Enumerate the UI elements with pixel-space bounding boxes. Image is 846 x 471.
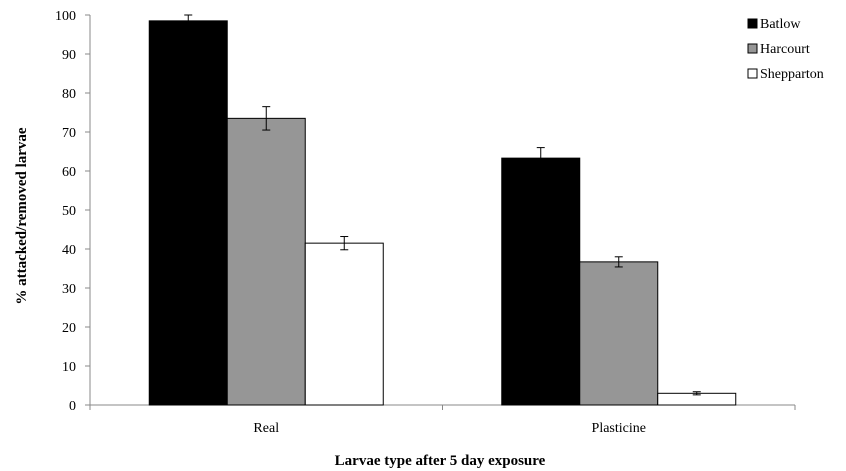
plot-area: 0 10 20 30 40 50 60 70 80 90 100 Real Plasticine: [55, 9, 796, 436]
bar: [501, 157, 581, 406]
legend-label: Batlow: [760, 17, 801, 32]
y-tick-label: 0: [69, 399, 76, 414]
y-tick-label: 90: [62, 48, 76, 63]
legend-label: Harcourt: [760, 42, 810, 57]
legend: Batlow Harcourt Shepparton: [747, 17, 824, 82]
legend-swatch: [747, 43, 758, 54]
legend-swatch: [747, 18, 758, 29]
bar: [579, 261, 659, 406]
bar: [226, 117, 306, 406]
y-tick-label: 40: [62, 243, 76, 258]
y-tick-label: 100: [55, 9, 76, 24]
legend-label: Shepparton: [760, 67, 824, 82]
legend-swatch: [747, 68, 758, 79]
y-axis-title: % attacked/removed larvae: [14, 127, 30, 305]
y-tick-label: 50: [62, 204, 76, 219]
y-tick-label: 70: [62, 126, 76, 141]
y-tick-label: 20: [62, 321, 76, 336]
y-tick-label: 60: [62, 165, 76, 180]
x-axis-title: Larvae type after 5 day exposure: [335, 453, 546, 469]
x-tick-label: Real: [253, 421, 279, 436]
y-tick-label: 10: [62, 360, 76, 375]
bar: [304, 242, 384, 406]
y-tick-label: 30: [62, 282, 76, 297]
x-tick-label: Plasticine: [592, 421, 646, 436]
bar: [148, 20, 228, 406]
y-tick-label: 80: [62, 87, 76, 102]
